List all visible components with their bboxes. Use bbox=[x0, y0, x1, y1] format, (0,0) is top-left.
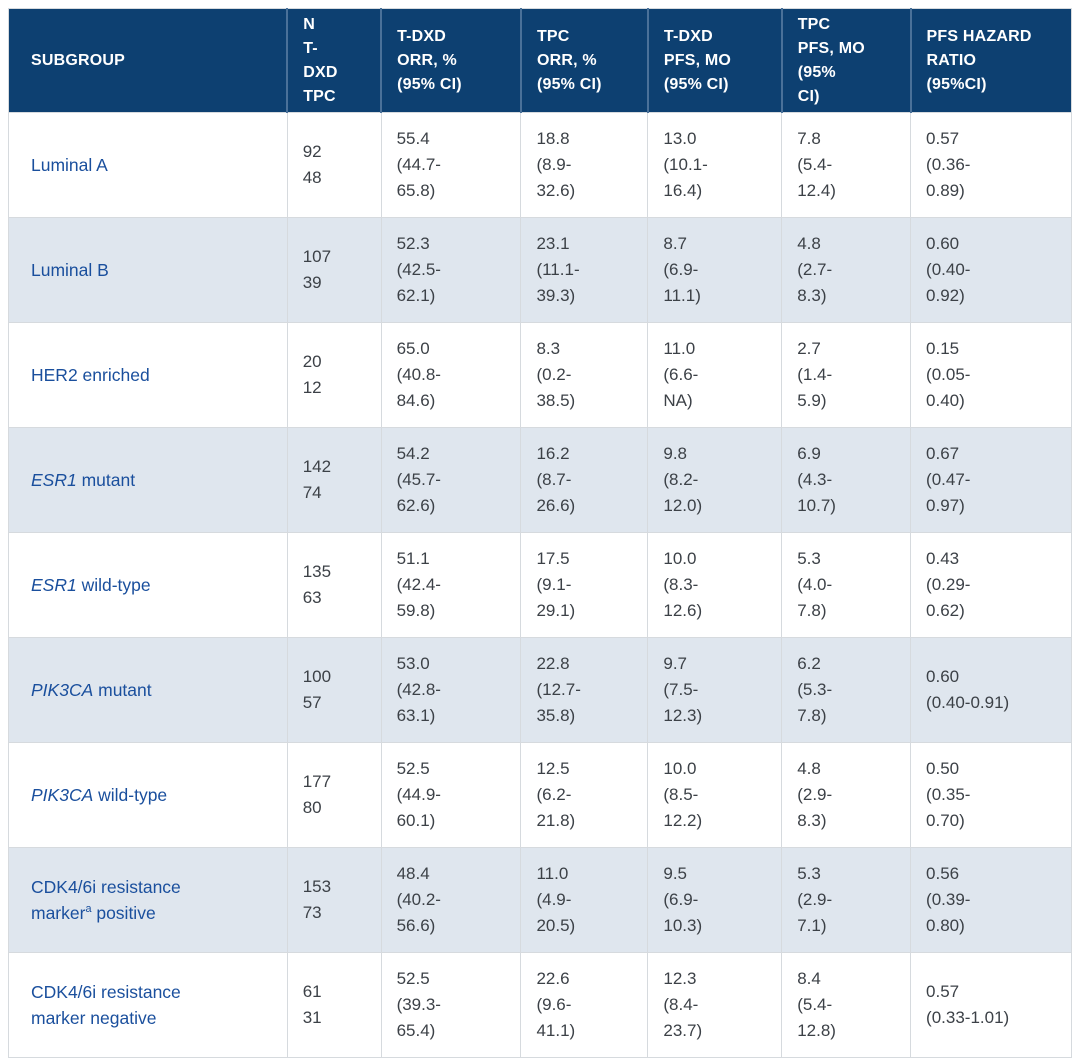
data-cell-tpc_pfs: 2.7 (1.4- 5.9) bbox=[781, 322, 911, 428]
data-cell-n: 100 57 bbox=[286, 637, 382, 743]
column-header-subgroup: SUBGROUP bbox=[8, 8, 288, 113]
subgroup-label: mutant bbox=[93, 680, 152, 700]
subgroup-label: mutant bbox=[76, 470, 136, 490]
data-cell-tpc_orr: 22.8 (12.7- 35.8) bbox=[520, 637, 648, 743]
data-cell-tdxd_pfs: 8.7 (6.9- 11.1) bbox=[647, 217, 782, 323]
data-cell-tdxd_pfs: 10.0 (8.5- 12.2) bbox=[647, 742, 782, 848]
data-cell-tdxd_orr: 52.3 (42.5- 62.1) bbox=[380, 217, 521, 323]
data-cell-pfs_hr: 0.60 (0.40-0.91) bbox=[910, 637, 1072, 743]
data-cell-tdxd_pfs: 9.5 (6.9- 10.3) bbox=[647, 847, 782, 953]
subgroup-label: CDK4/6i resistance marker bbox=[31, 877, 181, 923]
table-row: Luminal A 92 48 55.4 (44.7- 65.8) 18.8 (8.9… bbox=[8, 112, 1072, 218]
subgroup-cell: Luminal B bbox=[9, 218, 288, 323]
table-row: HER2 enriched 20 12 65.0 (40.8- 84.6) 8.3 (… bbox=[8, 322, 1072, 428]
data-cell-tpc_orr: 16.2 (8.7- 26.6) bbox=[520, 427, 648, 533]
subgroup-label: Luminal B bbox=[31, 260, 109, 280]
data-cell-n: 142 74 bbox=[286, 427, 382, 533]
subgroup-cell: CDK4/6i resistance markera positive bbox=[9, 848, 288, 953]
data-cell-n: 135 63 bbox=[286, 532, 382, 638]
data-cell-tdxd_pfs: 12.3 (8.4- 23.7) bbox=[647, 952, 782, 1058]
subgroup-cell: ESR1 wild-type bbox=[9, 533, 288, 638]
data-cell-tdxd_pfs: 9.7 (7.5- 12.3) bbox=[647, 637, 782, 743]
subgroup-cell: CDK4/6i resistance marker negative bbox=[9, 953, 288, 1058]
column-header-n: N T- DXD TPC bbox=[286, 8, 382, 113]
data-cell-pfs_hr: 0.60 (0.40- 0.92) bbox=[910, 217, 1072, 323]
data-cell-pfs_hr: 0.15 (0.05- 0.40) bbox=[910, 322, 1072, 428]
subgroup-label: positive bbox=[91, 903, 156, 923]
data-cell-tdxd_orr: 54.2 (45.7- 62.6) bbox=[380, 427, 521, 533]
data-cell-tpc_pfs: 7.8 (5.4- 12.4) bbox=[781, 112, 911, 218]
subgroup-label: Luminal A bbox=[31, 155, 108, 175]
page: SUBGROUP N T- DXD TPC T-DXD ORR, % (95% CI… bbox=[8, 8, 1072, 1058]
subgroup-cell: HER2 enriched bbox=[9, 323, 288, 428]
subgroup-label: wild-type bbox=[76, 575, 151, 595]
subgroup-analysis-table: SUBGROUP N T- DXD TPC T-DXD ORR, % (95% CI… bbox=[8, 8, 1072, 1058]
subgroup-cell: PIK3CA mutant bbox=[9, 638, 288, 743]
data-cell-tdxd_orr: 51.1 (42.4- 59.8) bbox=[380, 532, 521, 638]
data-cell-n: 61 31 bbox=[286, 952, 382, 1058]
table-row: Luminal B 107 39 52.3 (42.5- 62.1) 23.1 (11… bbox=[8, 217, 1072, 323]
data-cell-tpc_orr: 12.5 (6.2- 21.8) bbox=[520, 742, 648, 848]
data-cell-tdxd_orr: 52.5 (44.9- 60.1) bbox=[380, 742, 521, 848]
column-header-tpc_orr: TPC ORR, % (95% CI) bbox=[519, 8, 648, 113]
data-cell-tpc_pfs: 5.3 (2.9- 7.1) bbox=[781, 847, 911, 953]
data-cell-pfs_hr: 0.43 (0.29- 0.62) bbox=[910, 532, 1072, 638]
data-cell-tdxd_orr: 65.0 (40.8- 84.6) bbox=[380, 322, 521, 428]
table-row: CDK4/6i resistance marker negative 61 31 5… bbox=[8, 952, 1072, 1058]
gene-name: PIK3CA bbox=[31, 785, 94, 805]
column-header-pfs_hr: PFS HAZARD RATIO (95%CI) bbox=[909, 8, 1072, 113]
data-cell-tdxd_orr: 53.0 (42.8- 63.1) bbox=[380, 637, 521, 743]
subgroup-cell: Luminal A bbox=[9, 113, 288, 218]
data-cell-pfs_hr: 0.57 (0.33-1.01) bbox=[910, 952, 1072, 1058]
data-cell-tdxd_pfs: 13.0 (10.1- 16.4) bbox=[647, 112, 782, 218]
subgroup-cell: ESR1 mutant bbox=[9, 428, 288, 533]
data-cell-pfs_hr: 0.67 (0.47- 0.97) bbox=[910, 427, 1072, 533]
gene-name: ESR1 bbox=[31, 575, 77, 595]
data-cell-tdxd_pfs: 9.8 (8.2- 12.0) bbox=[647, 427, 782, 533]
data-cell-tpc_pfs: 4.8 (2.9- 8.3) bbox=[781, 742, 911, 848]
subgroup-label: HER2 enriched bbox=[31, 365, 150, 385]
footnote-marker: a bbox=[85, 903, 92, 916]
table-row: CDK4/6i resistance markera positive 153 7… bbox=[8, 847, 1072, 953]
subgroup-label: CDK4/6i resistance marker negative bbox=[31, 982, 181, 1028]
data-cell-tpc_orr: 23.1 (11.1- 39.3) bbox=[520, 217, 648, 323]
gene-name: PIK3CA bbox=[31, 680, 94, 700]
table-row: PIK3CA wild-type 177 80 52.5 (44.9- 60.1) 1… bbox=[8, 742, 1072, 848]
data-cell-n: 20 12 bbox=[286, 322, 382, 428]
data-cell-n: 177 80 bbox=[286, 742, 382, 848]
data-cell-tpc_orr: 17.5 (9.1- 29.1) bbox=[520, 532, 648, 638]
data-cell-tpc_orr: 11.0 (4.9- 20.5) bbox=[520, 847, 648, 953]
column-header-tdxd_orr: T-DXD ORR, % (95% CI) bbox=[380, 8, 521, 113]
data-cell-n: 92 48 bbox=[286, 112, 382, 218]
data-cell-tpc_pfs: 8.4 (5.4- 12.8) bbox=[781, 952, 911, 1058]
data-cell-pfs_hr: 0.57 (0.36- 0.89) bbox=[910, 112, 1072, 218]
gene-name: ESR1 bbox=[31, 470, 77, 490]
data-cell-tdxd_orr: 55.4 (44.7- 65.8) bbox=[380, 112, 521, 218]
data-cell-tdxd_pfs: 10.0 (8.3- 12.6) bbox=[647, 532, 782, 638]
subgroup-cell: PIK3CA wild-type bbox=[9, 743, 288, 848]
data-cell-tdxd_orr: 52.5 (39.3- 65.4) bbox=[380, 952, 521, 1058]
data-cell-n: 107 39 bbox=[286, 217, 382, 323]
data-cell-tpc_orr: 22.6 (9.6- 41.1) bbox=[520, 952, 648, 1058]
data-cell-tpc_orr: 18.8 (8.9- 32.6) bbox=[520, 112, 648, 218]
table-body: Luminal A 92 48 55.4 (44.7- 65.8) 18.8 (8.9… bbox=[8, 112, 1072, 1058]
subgroup-label: wild-type bbox=[93, 785, 168, 805]
data-cell-pfs_hr: 0.56 (0.39- 0.80) bbox=[910, 847, 1072, 953]
data-cell-tdxd_pfs: 11.0 (6.6- NA) bbox=[647, 322, 782, 428]
data-cell-tpc_orr: 8.3 (0.2- 38.5) bbox=[520, 322, 648, 428]
data-cell-tpc_pfs: 6.2 (5.3- 7.8) bbox=[781, 637, 911, 743]
data-cell-tdxd_orr: 48.4 (40.2- 56.6) bbox=[380, 847, 521, 953]
data-cell-tpc_pfs: 5.3 (4.0- 7.8) bbox=[781, 532, 911, 638]
data-cell-pfs_hr: 0.50 (0.35- 0.70) bbox=[910, 742, 1072, 848]
header-row: SUBGROUP N T- DXD TPC T-DXD ORR, % (95% CI… bbox=[8, 8, 1072, 113]
table-row: ESR1 mutant 142 74 54.2 (45.7- 62.6) 16.2 (… bbox=[8, 427, 1072, 533]
table-header: SUBGROUP N T- DXD TPC T-DXD ORR, % (95% CI… bbox=[8, 8, 1072, 113]
column-header-tdxd_pfs: T-DXD PFS, MO (95% CI) bbox=[646, 8, 782, 113]
table-row: ESR1 wild-type 135 63 51.1 (42.4- 59.8) 17.… bbox=[8, 532, 1072, 638]
data-cell-tpc_pfs: 6.9 (4.3- 10.7) bbox=[781, 427, 911, 533]
data-cell-tpc_pfs: 4.8 (2.7- 8.3) bbox=[781, 217, 911, 323]
column-header-tpc_pfs: TPC PFS, MO (95% CI) bbox=[780, 8, 911, 113]
table-row: PIK3CA mutant 100 57 53.0 (42.8- 63.1) 22.8… bbox=[8, 637, 1072, 743]
data-cell-n: 153 73 bbox=[286, 847, 382, 953]
